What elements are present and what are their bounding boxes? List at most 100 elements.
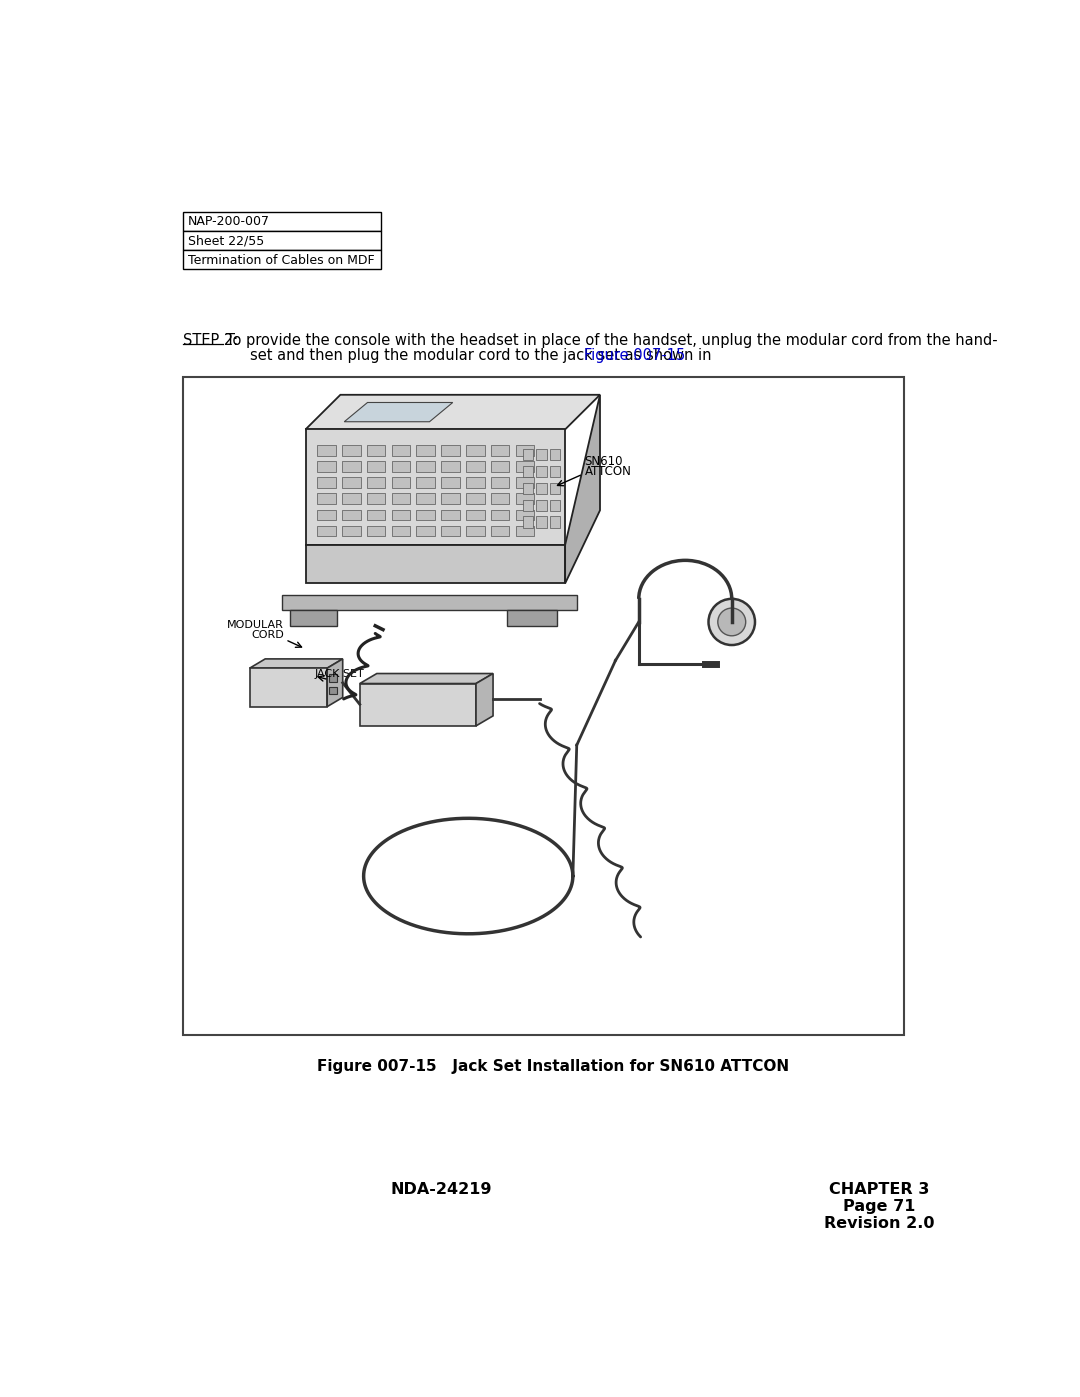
- Polygon shape: [537, 448, 546, 460]
- Polygon shape: [465, 478, 485, 488]
- Polygon shape: [465, 510, 485, 520]
- Text: Figure 007-15   Jack Set Installation for SN610 ATTCON: Figure 007-15 Jack Set Installation for …: [318, 1059, 789, 1074]
- Text: ATTCON: ATTCON: [584, 465, 632, 478]
- Polygon shape: [367, 525, 386, 536]
- Polygon shape: [523, 517, 532, 528]
- Polygon shape: [476, 673, 494, 726]
- Polygon shape: [441, 478, 460, 488]
- Text: CORD: CORD: [251, 630, 284, 640]
- Polygon shape: [465, 444, 485, 455]
- Polygon shape: [416, 493, 435, 504]
- Polygon shape: [490, 510, 510, 520]
- Polygon shape: [565, 395, 600, 584]
- Polygon shape: [392, 493, 410, 504]
- Text: To provide the console with the headset in place of the handset, unplug the modu: To provide the console with the headset …: [227, 334, 998, 348]
- Polygon shape: [342, 525, 361, 536]
- Polygon shape: [306, 395, 600, 429]
- Circle shape: [708, 599, 755, 645]
- Bar: [183, 231, 380, 250]
- Polygon shape: [490, 444, 510, 455]
- Polygon shape: [318, 525, 336, 536]
- Polygon shape: [490, 461, 510, 472]
- Polygon shape: [342, 493, 361, 504]
- Polygon shape: [306, 545, 565, 584]
- Polygon shape: [441, 444, 460, 455]
- Bar: [183, 211, 380, 231]
- Polygon shape: [318, 444, 336, 455]
- Polygon shape: [392, 461, 410, 472]
- Polygon shape: [523, 448, 532, 460]
- Polygon shape: [490, 493, 510, 504]
- Polygon shape: [327, 659, 342, 707]
- Polygon shape: [465, 493, 485, 504]
- Polygon shape: [441, 493, 460, 504]
- Polygon shape: [416, 510, 435, 520]
- Polygon shape: [507, 610, 557, 626]
- Polygon shape: [342, 478, 361, 488]
- Polygon shape: [441, 461, 460, 472]
- Polygon shape: [490, 478, 510, 488]
- Polygon shape: [441, 510, 460, 520]
- Polygon shape: [441, 525, 460, 536]
- Bar: [183, 377, 904, 1035]
- Polygon shape: [318, 493, 336, 504]
- Polygon shape: [291, 610, 337, 626]
- Polygon shape: [551, 500, 561, 511]
- Polygon shape: [551, 517, 561, 528]
- Polygon shape: [318, 510, 336, 520]
- Polygon shape: [490, 525, 510, 536]
- Polygon shape: [392, 478, 410, 488]
- Polygon shape: [367, 461, 386, 472]
- Polygon shape: [367, 444, 386, 455]
- Polygon shape: [392, 510, 410, 520]
- Polygon shape: [515, 444, 535, 455]
- Polygon shape: [551, 482, 561, 495]
- Polygon shape: [392, 525, 410, 536]
- Text: SN610: SN610: [584, 455, 623, 468]
- Polygon shape: [537, 465, 546, 478]
- Polygon shape: [416, 461, 435, 472]
- Text: STEP 2:: STEP 2:: [183, 334, 239, 348]
- Circle shape: [718, 608, 745, 636]
- Polygon shape: [318, 478, 336, 488]
- Polygon shape: [537, 482, 546, 495]
- Polygon shape: [360, 683, 476, 726]
- Polygon shape: [342, 461, 361, 472]
- Polygon shape: [515, 478, 535, 488]
- Polygon shape: [249, 668, 327, 707]
- Polygon shape: [360, 673, 494, 683]
- Polygon shape: [416, 525, 435, 536]
- Polygon shape: [318, 461, 336, 472]
- Polygon shape: [465, 525, 485, 536]
- Polygon shape: [306, 429, 565, 545]
- Polygon shape: [515, 493, 535, 504]
- Polygon shape: [392, 444, 410, 455]
- Text: Termination of Cables on MDF: Termination of Cables on MDF: [188, 254, 375, 267]
- Bar: [328, 686, 337, 694]
- Bar: [183, 250, 380, 270]
- Polygon shape: [282, 595, 577, 610]
- Polygon shape: [416, 444, 435, 455]
- Text: set and then plug the modular cord to the jack set as shown in: set and then plug the modular cord to th…: [249, 348, 716, 363]
- Polygon shape: [465, 461, 485, 472]
- Polygon shape: [523, 465, 532, 478]
- Text: MODULAR: MODULAR: [227, 620, 284, 630]
- Polygon shape: [523, 482, 532, 495]
- Polygon shape: [249, 659, 342, 668]
- Text: Sheet 22/55: Sheet 22/55: [188, 235, 264, 247]
- Bar: [328, 675, 337, 682]
- Text: CHAPTER 3: CHAPTER 3: [828, 1182, 929, 1197]
- Polygon shape: [416, 478, 435, 488]
- Polygon shape: [367, 478, 386, 488]
- Polygon shape: [342, 444, 361, 455]
- Polygon shape: [537, 500, 546, 511]
- Polygon shape: [367, 510, 386, 520]
- Text: NAP-200-007: NAP-200-007: [188, 215, 270, 229]
- Text: Revision 2.0: Revision 2.0: [824, 1217, 934, 1231]
- Text: NDA-24219: NDA-24219: [390, 1182, 491, 1197]
- Polygon shape: [345, 402, 453, 422]
- Polygon shape: [342, 510, 361, 520]
- Polygon shape: [367, 493, 386, 504]
- Polygon shape: [537, 517, 546, 528]
- Text: Figure 007-15: Figure 007-15: [584, 348, 686, 363]
